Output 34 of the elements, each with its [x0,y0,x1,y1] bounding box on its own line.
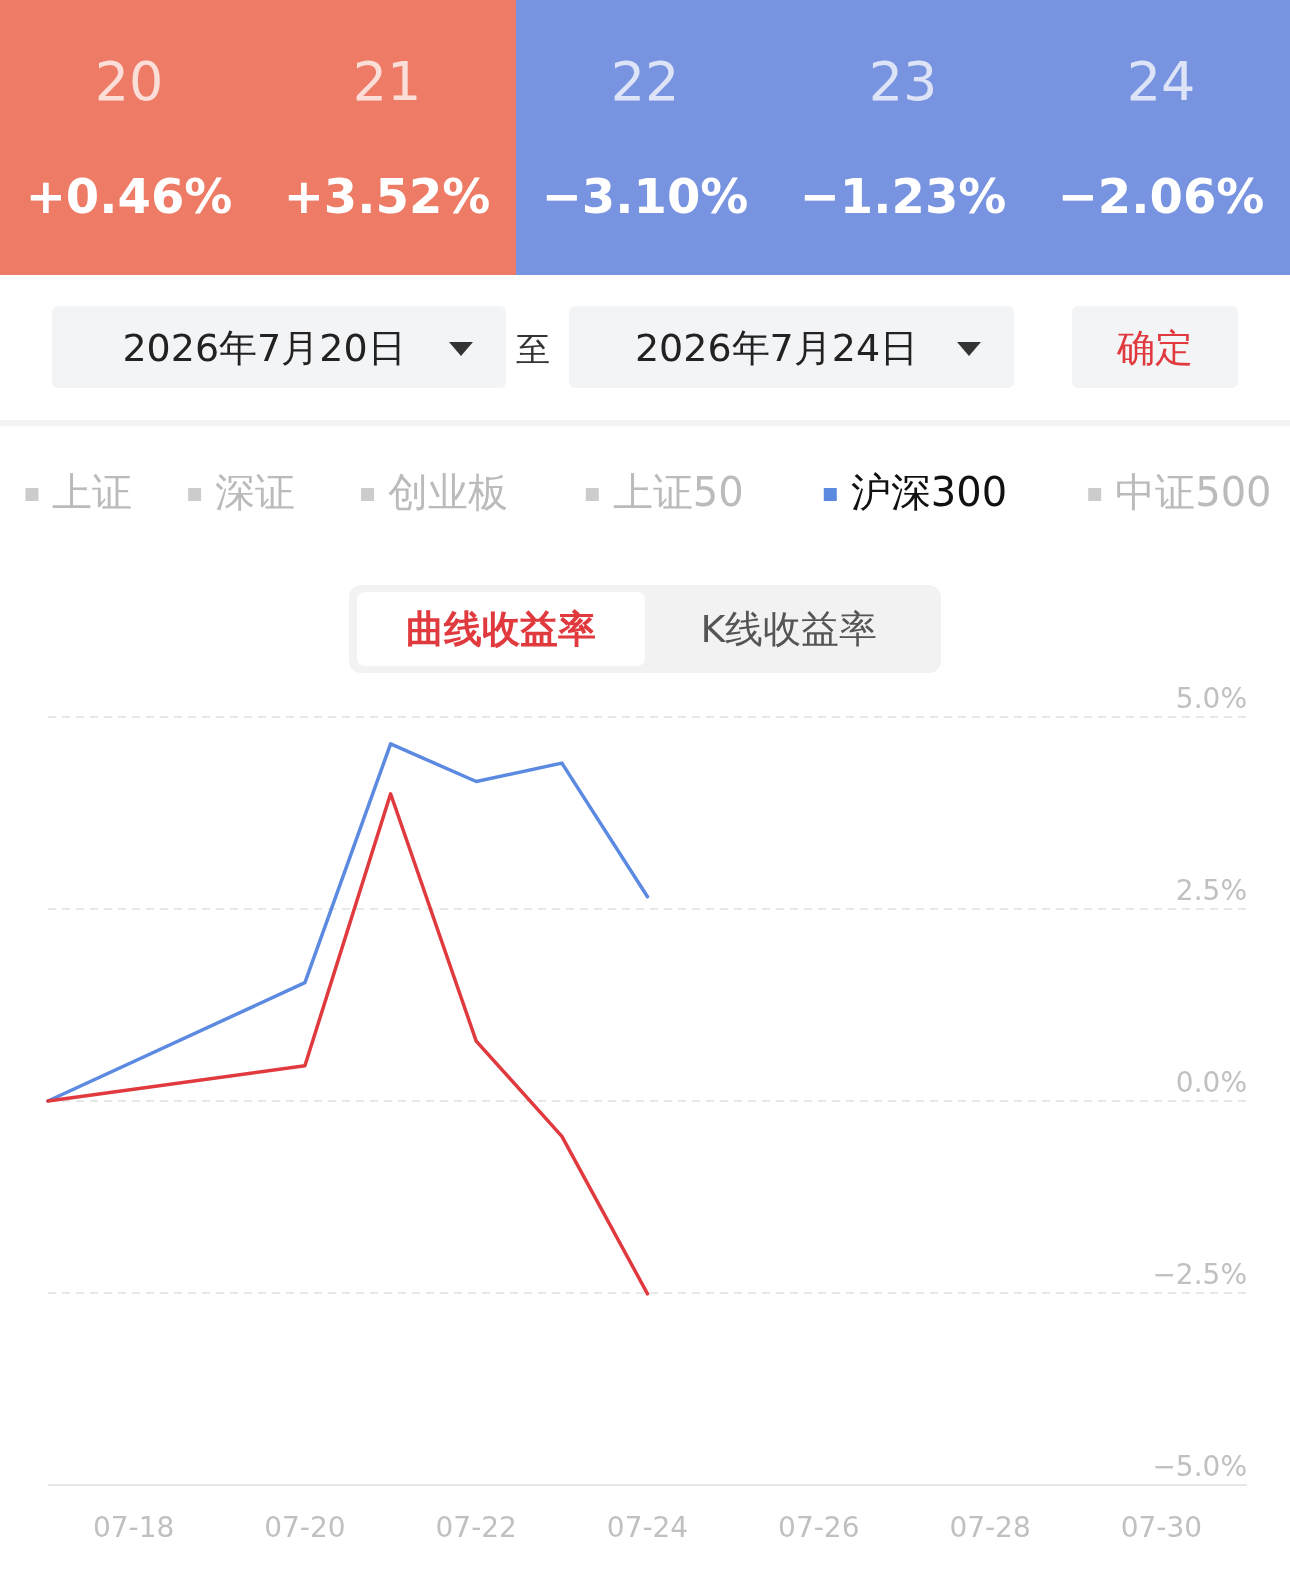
y-tick-label: 5.0% [1175,682,1247,715]
legend-label: 上证50 [612,469,744,515]
x-tick-label: 24 [1126,50,1196,113]
y-tick-label: 2.5% [1175,874,1247,907]
x-tick-label: 07-26 [778,1511,860,1544]
data-label: +0.46% [25,168,233,224]
data-label: −2.06% [1057,168,1265,224]
x-tick-label: 07-30 [1120,1511,1203,1544]
x-tick-label: 07-18 [92,1511,175,1544]
data-label: −3.10% [541,168,749,224]
legend-label: 上证 [52,469,133,515]
legend-label: 创业板 [388,469,509,515]
x-tick-label: 20 [94,50,164,113]
y-tick-label: 0.0% [1175,1066,1247,1099]
y-tick-label: −5.0% [1152,1450,1247,1483]
data-label: −1.23% [799,168,1007,224]
y-tick-label: −2.5% [1152,1258,1247,1291]
x-tick-label: 22 [610,50,680,113]
legend-label: 中证500 [1115,469,1272,515]
text: 2026年7月20日 [122,326,406,370]
text: 至 [516,329,550,369]
x-tick-label: 23 [868,50,938,113]
text: 曲线收益率 [406,607,596,651]
legend-label: 深证 [215,469,296,515]
text: 确定 [1116,326,1193,370]
x-tick-label: 21 [352,50,422,113]
x-tick-label: 07-24 [606,1511,689,1544]
text: 2026年7月24日 [634,326,919,370]
x-tick-label: 07-20 [264,1511,346,1544]
legend-label: 沪深300 [850,469,1008,515]
x-tick-label: 07-22 [435,1511,517,1544]
x-tick-label: 07-28 [949,1511,1031,1544]
data-label: +3.52% [283,168,491,224]
text: K线收益率 [700,607,878,651]
